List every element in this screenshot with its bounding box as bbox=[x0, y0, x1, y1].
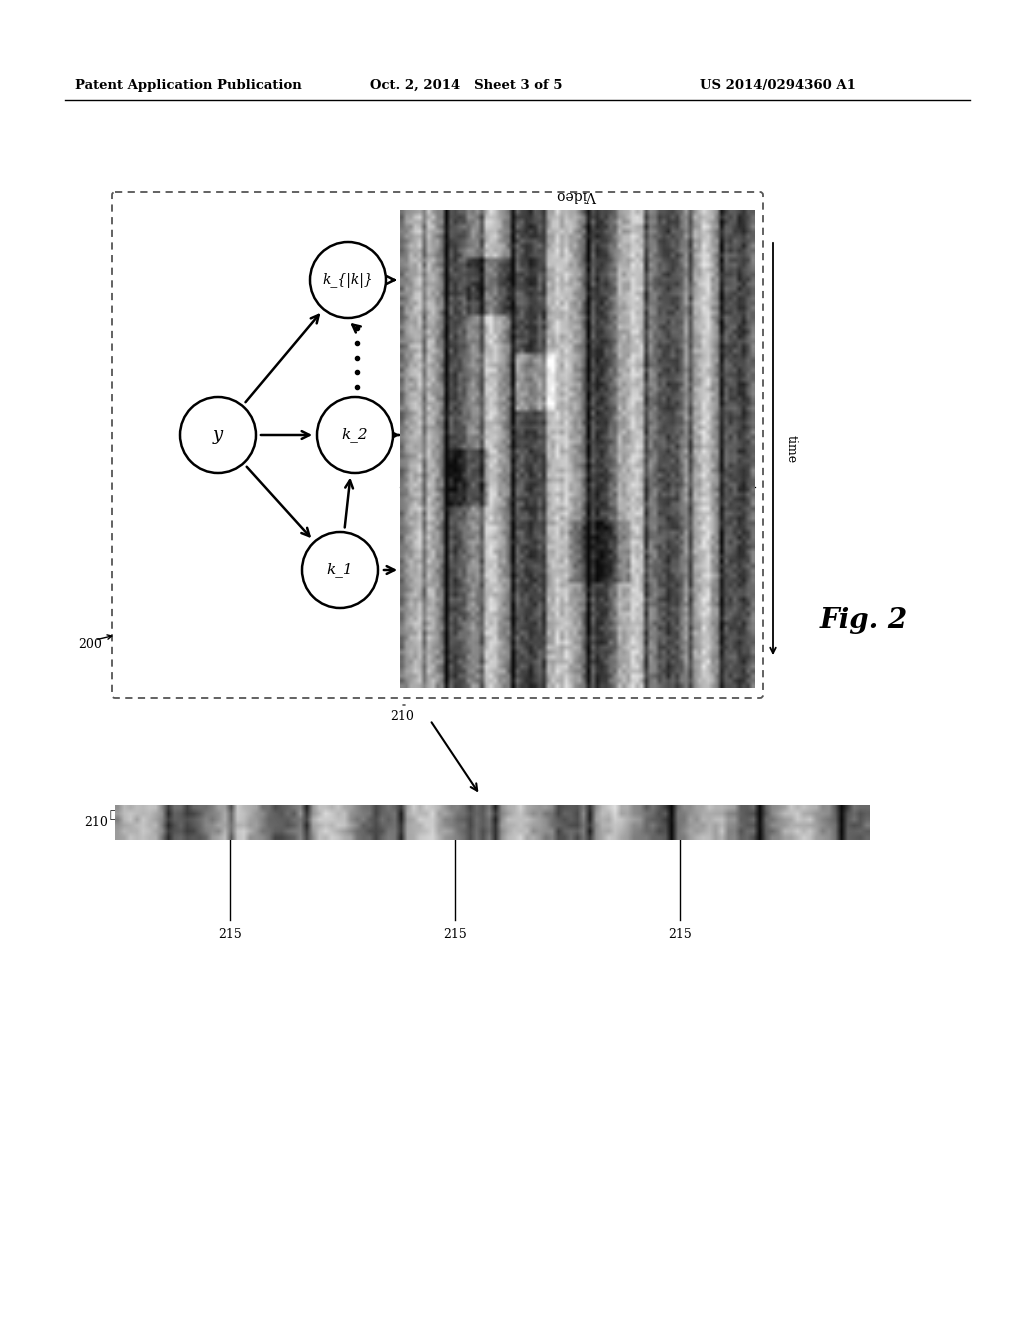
Text: k_{|k|}: k_{|k|} bbox=[323, 272, 374, 288]
Text: Fig. 2: Fig. 2 bbox=[820, 606, 908, 634]
Text: 210: 210 bbox=[390, 710, 414, 723]
Text: 210: 210 bbox=[84, 816, 108, 829]
Text: Oct. 2, 2014   Sheet 3 of 5: Oct. 2, 2014 Sheet 3 of 5 bbox=[370, 78, 562, 91]
FancyBboxPatch shape bbox=[112, 191, 763, 698]
Text: k_2: k_2 bbox=[342, 428, 369, 442]
Text: k_1: k_1 bbox=[327, 562, 353, 577]
Text: 215: 215 bbox=[668, 928, 692, 941]
Text: ⎰: ⎰ bbox=[110, 810, 117, 820]
Ellipse shape bbox=[302, 532, 378, 609]
Ellipse shape bbox=[180, 397, 256, 473]
Text: 200: 200 bbox=[78, 639, 101, 652]
Text: Video: Video bbox=[557, 187, 597, 202]
Text: US 2014/0294360 A1: US 2014/0294360 A1 bbox=[700, 78, 856, 91]
Text: y: y bbox=[213, 426, 223, 444]
Text: Patent Application Publication: Patent Application Publication bbox=[75, 78, 302, 91]
Text: 215: 215 bbox=[443, 928, 467, 941]
Ellipse shape bbox=[310, 242, 386, 318]
Text: 215: 215 bbox=[218, 928, 242, 941]
Text: time: time bbox=[785, 434, 798, 463]
Ellipse shape bbox=[317, 397, 393, 473]
